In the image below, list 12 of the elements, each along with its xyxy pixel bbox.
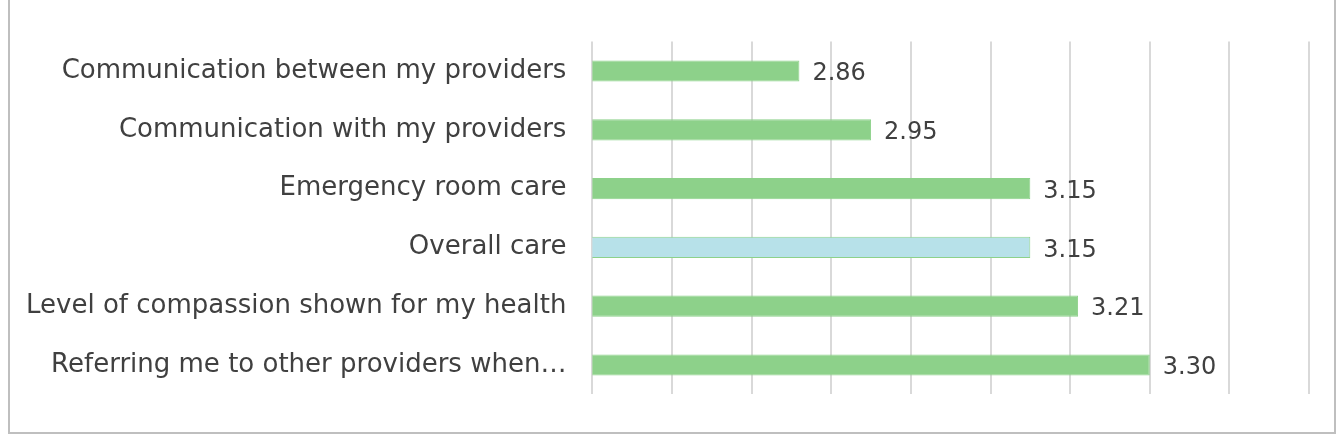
data-label: 2.95 bbox=[884, 117, 938, 146]
data-label: 3.15 bbox=[1043, 175, 1097, 204]
y-tick-label: Referring me to other providers when… bbox=[51, 347, 567, 378]
data-label: 3.15 bbox=[1043, 234, 1097, 263]
y-tick-label: Level of compassion shown for my health bbox=[26, 288, 567, 319]
data-label: 2.86 bbox=[812, 58, 866, 87]
y-tick-label: Overall care bbox=[408, 230, 567, 261]
y-tick-label: Emergency room care bbox=[279, 171, 567, 202]
y-tick-label: Communication with my providers bbox=[118, 112, 567, 143]
data-label: 3.21 bbox=[1091, 293, 1145, 322]
data-label: 3.30 bbox=[1162, 352, 1217, 381]
y-tick-label: Communication between my providers bbox=[61, 53, 567, 84]
